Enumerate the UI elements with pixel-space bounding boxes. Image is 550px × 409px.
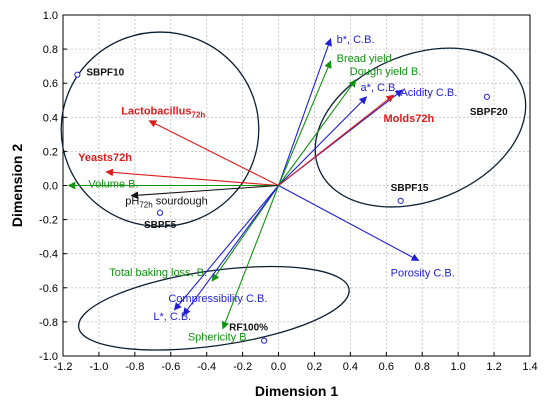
y-tick-label: 0.6 xyxy=(43,78,58,90)
sample-label: RF100% xyxy=(229,323,268,334)
y-tick-label: 0.2 xyxy=(43,146,58,158)
x-axis-title: Dimension 1 xyxy=(255,383,338,399)
y-axis-title: Dimension 2 xyxy=(9,144,25,227)
loading-vector xyxy=(221,185,280,330)
loading-vector xyxy=(278,96,368,186)
vector-label: Yeasts72h xyxy=(78,152,132,164)
x-tick-label: -0.8 xyxy=(125,361,144,373)
vector-label: Lactobacillus72h xyxy=(121,106,205,120)
vector-label: Porosity C.B. xyxy=(391,268,455,280)
vector-label-text: Sphericity B. xyxy=(188,332,250,344)
y-tick-label: -0.4 xyxy=(39,249,58,261)
loading-vector xyxy=(278,79,357,186)
vector-label: L*, C.B. xyxy=(153,311,191,323)
vector-label-text: pH xyxy=(125,196,139,208)
x-tick-label: 0.6 xyxy=(379,361,394,373)
x-tick-label: 1.4 xyxy=(522,361,537,373)
sample-point xyxy=(156,209,164,216)
sample-point xyxy=(397,197,404,204)
x-tick-label: 0.4 xyxy=(343,361,358,373)
sample-point xyxy=(483,93,490,100)
loading-vector xyxy=(105,168,279,187)
vector-label: Acidity C.B. xyxy=(400,87,457,99)
cluster-ellipses xyxy=(60,31,527,351)
y-tick-label: -0.2 xyxy=(39,215,58,227)
x-tick-label: -1.0 xyxy=(89,361,108,373)
vector-label: pH72h sourdough xyxy=(125,196,207,210)
x-tick-label: 0.2 xyxy=(307,361,322,373)
cluster-ellipse xyxy=(77,265,350,351)
loading-vector xyxy=(278,60,332,186)
vector-label-text: Molds72h xyxy=(383,113,434,125)
y-tick-label: 1.0 xyxy=(43,10,58,22)
vector-label-subscript: 72h xyxy=(139,201,152,210)
vector-label: Bread yield xyxy=(337,53,392,65)
vector-label-text: b*, C.B. xyxy=(337,34,375,46)
vector-label: Dough yield B. xyxy=(350,66,422,78)
x-tick-label: 1.0 xyxy=(451,361,466,373)
vector-label-text: Acidity C.B. xyxy=(400,87,457,99)
vector-label: Compressibility C.B. xyxy=(168,293,267,305)
sample-label: SBPF10 xyxy=(86,68,124,79)
sample-points: SBPF10 SBPF5 SBPF20 SBPF15 RF100% xyxy=(74,68,508,344)
vector-label-text: Yeasts72h xyxy=(78,152,132,164)
sample-label: SBPF20 xyxy=(470,107,508,118)
vector-label: Molds72h xyxy=(383,113,434,125)
y-tick-label: -0.8 xyxy=(39,317,58,329)
vector-label: Total baking loss, B. xyxy=(109,267,207,279)
x-tick-label: -0.4 xyxy=(197,361,216,373)
vector-label-text: Total baking loss, B. xyxy=(109,267,207,279)
sample-label: SBPF15 xyxy=(391,183,429,194)
x-tick-label: -1.2 xyxy=(54,361,73,373)
vector-label-text: Compressibility C.B. xyxy=(168,293,267,305)
vector-label-suffix: sourdough xyxy=(153,196,208,208)
y-tick-label: 0.0 xyxy=(43,181,58,193)
vector-label-text: Dough yield B. xyxy=(350,66,422,78)
vector-label-text: Lactobacillus xyxy=(121,106,191,118)
y-tick-label: -1.0 xyxy=(39,351,58,363)
loading-vector xyxy=(278,94,395,186)
y-tick-label: 0.8 xyxy=(43,44,58,56)
x-tick-label: 0.0 xyxy=(271,361,286,373)
loading-vector xyxy=(278,38,332,186)
sample-label: SBPF5 xyxy=(144,220,177,231)
axis-ticks: -1.2 -1.0 -0.8 -0.6 -0.4 -0.2 0.0 0.2 0.4 0.6 0.8 1… xyxy=(39,10,538,373)
x-tick-label: -0.6 xyxy=(161,361,180,373)
vector-label-text: Volume B. xyxy=(88,179,138,191)
vector-label-subscript: 72h xyxy=(192,111,206,120)
sample-point xyxy=(74,71,81,78)
vector-label-text: L*, C.B. xyxy=(153,311,191,323)
y-tick-label: -0.6 xyxy=(39,283,58,295)
vector-label: Sphericity B. xyxy=(188,332,250,344)
x-tick-label: 0.8 xyxy=(415,361,430,373)
y-tick-label: 0.4 xyxy=(43,112,58,124)
loading-vector xyxy=(173,185,279,311)
cluster-ellipse xyxy=(314,47,527,208)
vector-label-text: a*, C.B. xyxy=(361,82,399,94)
cluster-ellipse xyxy=(60,31,260,228)
vector-label: Volume B. xyxy=(88,179,138,191)
vector-label-text: Porosity C.B. xyxy=(391,268,455,280)
loading-vector xyxy=(182,185,279,316)
vector-label: b*, C.B. xyxy=(337,34,375,46)
loading-vector xyxy=(278,185,420,262)
x-tick-label: -0.2 xyxy=(233,361,252,373)
vector-label-text: Bread yield xyxy=(337,53,392,65)
loading-vector xyxy=(148,120,279,186)
vector-label: a*, C.B. xyxy=(361,82,399,94)
x-tick-label: 1.2 xyxy=(486,361,501,373)
sample-point xyxy=(261,337,268,344)
loading-vector xyxy=(130,184,279,200)
